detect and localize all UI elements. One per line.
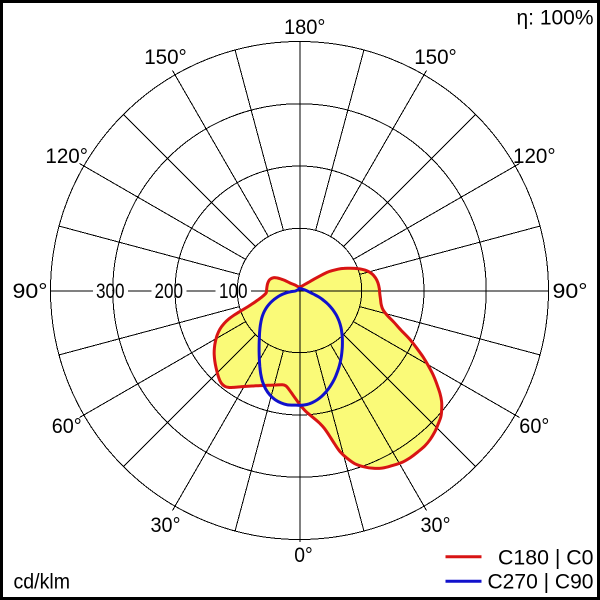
svg-text:60°: 60° bbox=[519, 413, 549, 438]
svg-text:30°: 30° bbox=[421, 512, 451, 537]
svg-text:120°: 120° bbox=[513, 143, 556, 168]
svg-text:100: 100 bbox=[219, 278, 248, 303]
svg-text:cd/klm: cd/klm bbox=[14, 569, 71, 594]
svg-text:150°: 150° bbox=[144, 44, 187, 69]
svg-text:90°: 90° bbox=[553, 278, 588, 303]
svg-text:0°: 0° bbox=[294, 542, 313, 567]
svg-text:300: 300 bbox=[96, 278, 125, 303]
svg-text:C180 | C0: C180 | C0 bbox=[498, 544, 594, 569]
svg-text:η: 100%: η: 100% bbox=[517, 5, 594, 30]
svg-text:90°: 90° bbox=[13, 278, 48, 303]
svg-text:180°: 180° bbox=[284, 14, 326, 39]
svg-text:150°: 150° bbox=[414, 44, 457, 69]
svg-text:120°: 120° bbox=[45, 143, 88, 168]
svg-text:30°: 30° bbox=[151, 512, 181, 537]
svg-text:60°: 60° bbox=[52, 413, 82, 438]
svg-text:C270 | C90: C270 | C90 bbox=[488, 568, 594, 593]
svg-text:200: 200 bbox=[155, 278, 184, 303]
